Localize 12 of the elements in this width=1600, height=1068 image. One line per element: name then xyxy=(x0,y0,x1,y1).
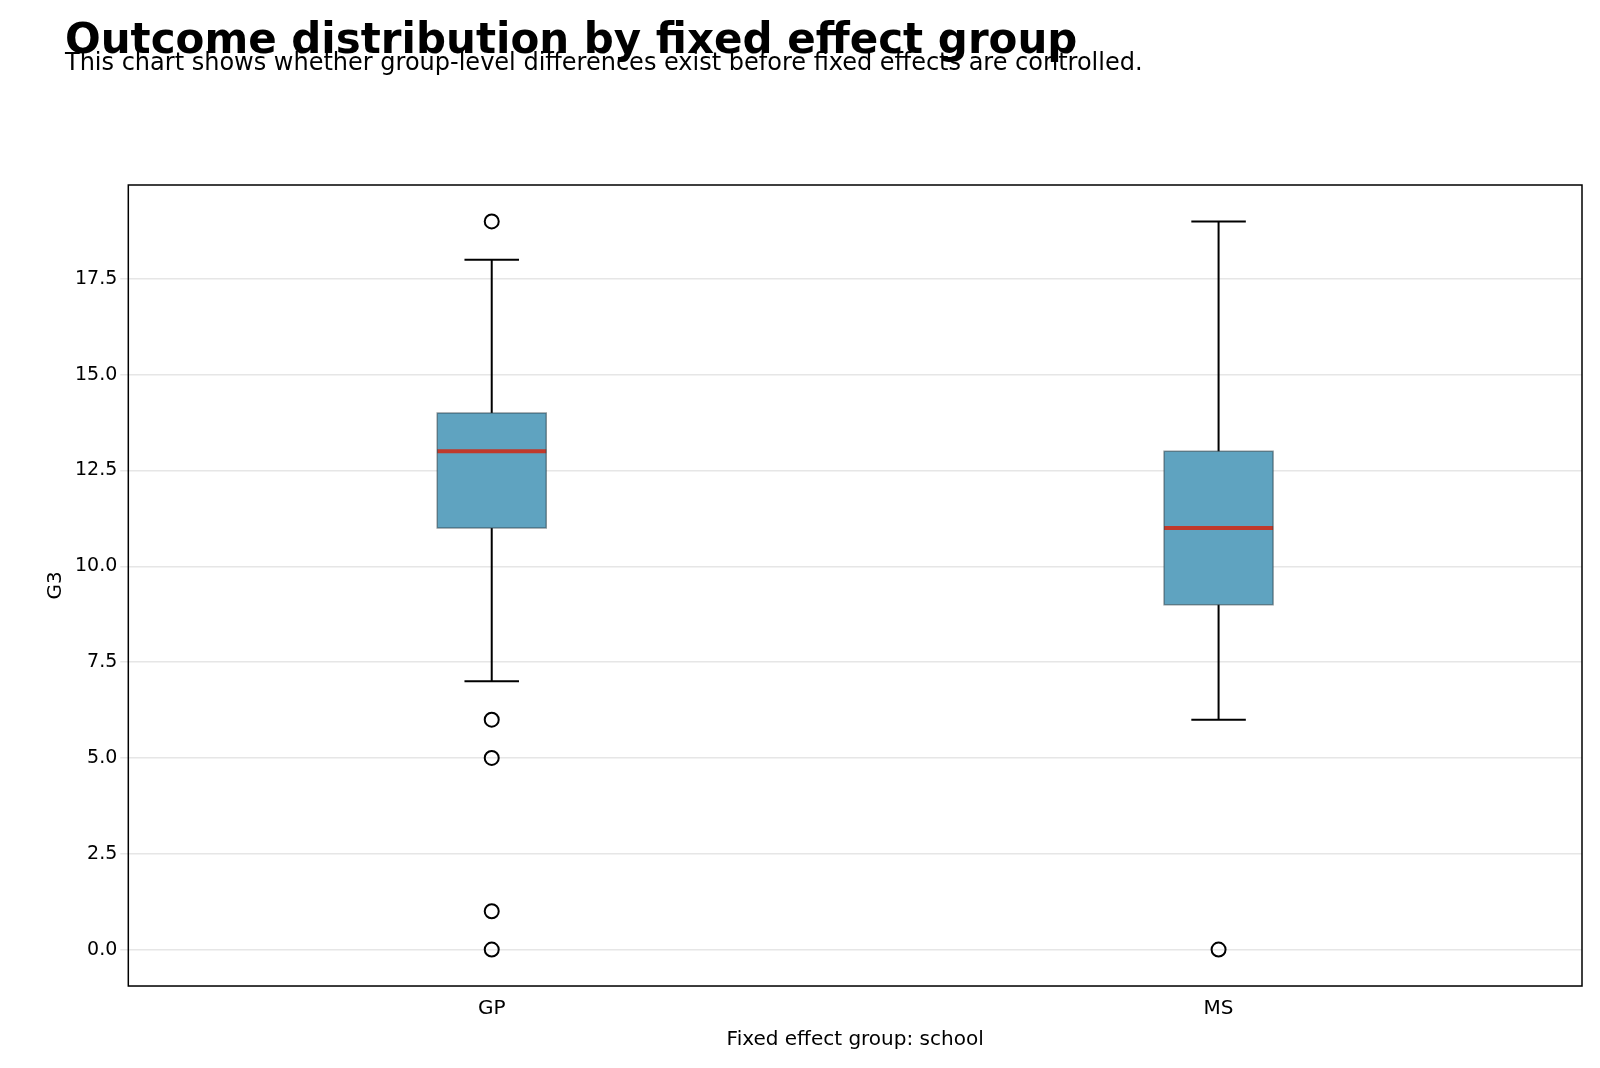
y-axis-title: G3 xyxy=(42,571,67,600)
y-tick-label: 0.0 xyxy=(87,936,118,959)
y-tick-label: 5.0 xyxy=(87,744,118,767)
y-tick-label: 12.5 xyxy=(74,457,118,480)
y-tick-label: 7.5 xyxy=(87,649,118,672)
y-tick-label: 2.5 xyxy=(87,840,118,863)
y-tick-label: 17.5 xyxy=(74,265,118,288)
x-axis-title: Fixed effect group: school xyxy=(726,1026,984,1051)
y-tick-label: 10.0 xyxy=(74,553,118,576)
y-tick-label: 15.0 xyxy=(74,361,118,384)
x-tick-label: MS xyxy=(1203,995,1234,1020)
x-tick-label: GP xyxy=(477,995,506,1020)
